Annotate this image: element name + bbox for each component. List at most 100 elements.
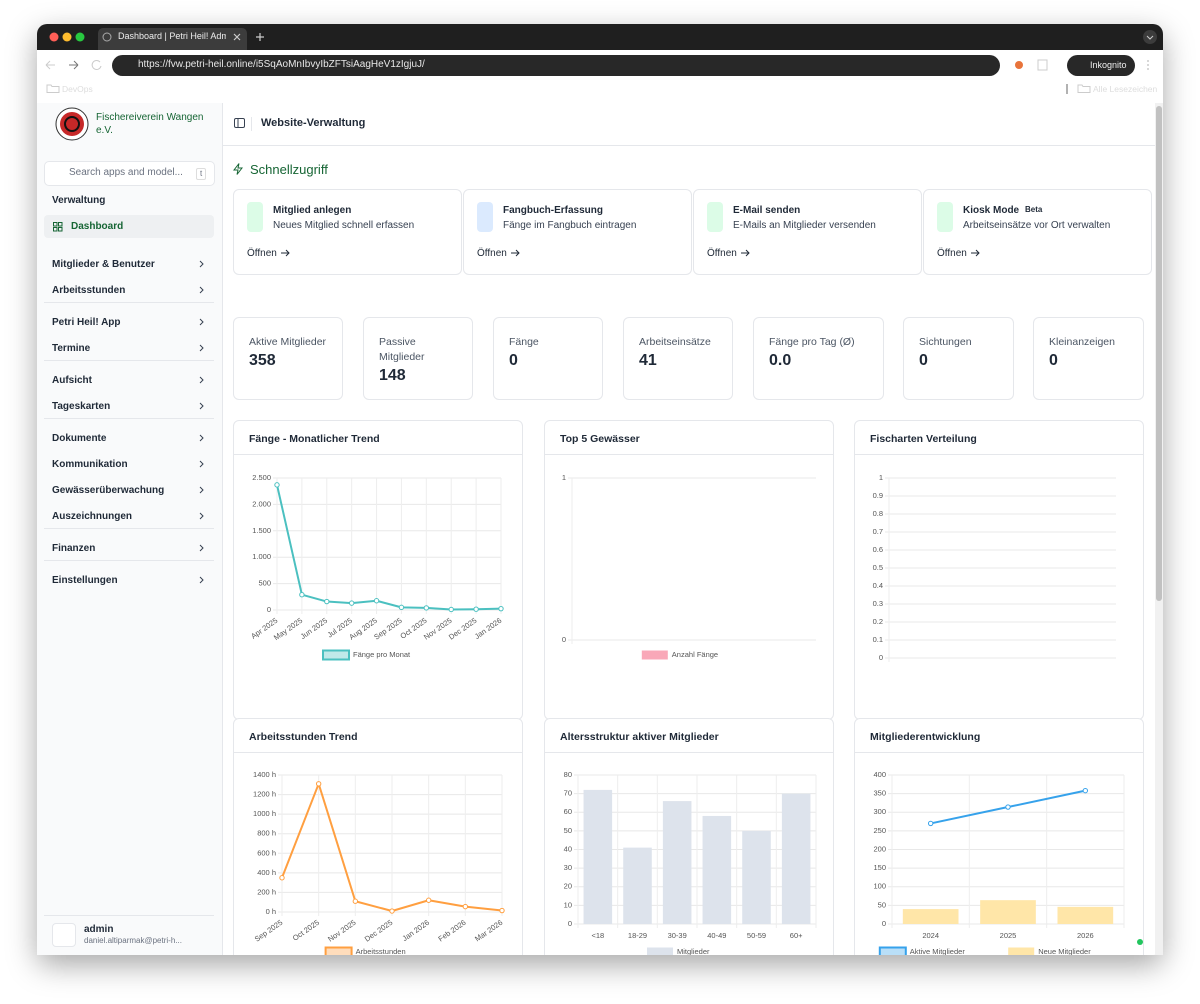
active-nav-item[interactable] xyxy=(44,215,214,238)
quick-card[interactable]: Kiosk Mode Beta Arbeitseinsätze vor Ort ve… xyxy=(923,189,1152,275)
quick-title: E-Mail senden xyxy=(733,205,801,216)
scroll-thumb xyxy=(1156,106,1162,601)
bar xyxy=(623,847,652,924)
stat-label: Aktive Mitglieder xyxy=(249,336,327,348)
x-tick-label: 2025 xyxy=(1000,931,1017,940)
legend-label: Aktive Mitglieder xyxy=(910,947,966,955)
nav-separator xyxy=(44,302,214,303)
quick-description: E-Mails an Mitglieder versenden xyxy=(733,220,876,231)
quick-card[interactable]: Mitglied anlegen Neues Mitglied schnell e… xyxy=(233,189,462,275)
chevron xyxy=(199,460,204,468)
incognito-pill[interactable] xyxy=(1067,55,1135,76)
nav-item[interactable]: Petri Heil! App xyxy=(44,311,214,333)
chart: 0 50 100 150 200 250 300 350 400 2024 2025 2026 Akti… xyxy=(873,770,1125,955)
chevron-path xyxy=(199,318,204,326)
stat-label: Kleinanzeigen xyxy=(1049,336,1115,348)
y-tick-label: 150 xyxy=(873,863,886,872)
quick-description: Neues Mitglied schnell erfassen xyxy=(273,220,415,231)
quick-icon xyxy=(247,202,263,232)
nav-item[interactable]: Kommunikation xyxy=(44,453,214,475)
chart: 0 h 200 h 400 h 600 h 800 h 1000 h 1200 h 1400 … xyxy=(253,770,505,955)
stat-value: 148 xyxy=(379,367,406,384)
point xyxy=(498,605,504,612)
chart: 0 10 20 30 40 50 60 70 80 <18 18-29 30-39 40-49 50-59… xyxy=(564,770,817,955)
nav-label: Auszeichnungen xyxy=(52,511,133,522)
stat-card: Aktive Mitglieder 358 xyxy=(233,317,343,400)
bolt-icon xyxy=(233,163,243,175)
bar xyxy=(902,909,959,924)
y-tick-label: 20 xyxy=(564,882,572,891)
y-tick-label: 100 xyxy=(873,882,886,891)
search-box[interactable] xyxy=(44,161,215,186)
stat-label: Sichtungen xyxy=(919,336,972,348)
url: https://fvw.petri-heil.online/i5SqAoMnIb… xyxy=(138,59,425,70)
quick-title: Kiosk Mode xyxy=(963,205,1020,216)
user-box[interactable] xyxy=(44,915,214,952)
card-divider xyxy=(545,454,833,455)
bookmark[interactable]: DevOps xyxy=(62,84,93,94)
arrow-path xyxy=(741,249,750,257)
x-tick-label: Dec 2025 xyxy=(447,616,478,642)
x-tick-label: Jun 2025 xyxy=(299,616,329,641)
nav-item[interactable]: Finanzen xyxy=(44,537,214,559)
x-tick-label: 2026 xyxy=(1077,931,1094,940)
quick-description: Fänge im Fangbuch eintragen xyxy=(503,220,637,231)
chevron xyxy=(199,576,204,584)
card-divider xyxy=(234,752,522,753)
x-tick-label: Oct 2025 xyxy=(291,918,321,943)
search-placeholder: Search apps and model... xyxy=(69,167,183,178)
nav-item[interactable]: Mitglieder & Benutzer xyxy=(44,253,214,275)
stat-value: 0 xyxy=(509,352,518,369)
x-tick-label: 30-39 xyxy=(668,931,687,940)
all-bookmarks[interactable]: Alle Lesezeichen xyxy=(1093,84,1158,94)
chevron-path xyxy=(199,376,204,384)
y-tick-label: 50 xyxy=(564,826,572,835)
x-tick-label: 18-29 xyxy=(628,931,647,940)
tab-title[interactable]: Dashboard | Petri Heil! Admin xyxy=(118,32,226,41)
x-tick-label: 50-59 xyxy=(747,931,766,940)
legend-swatch xyxy=(878,946,907,955)
section-heading: Schnellzugriff xyxy=(250,162,328,177)
nav-item[interactable]: Einstellungen xyxy=(44,569,214,591)
x-tick-label: Jan 2026 xyxy=(400,918,430,943)
nav-label: Termine xyxy=(52,343,91,354)
nav-item[interactable]: Tageskarten xyxy=(44,395,214,417)
quick-link[interactable]: Öffnen xyxy=(477,248,507,259)
point xyxy=(324,598,330,605)
nav-item[interactable]: Auszeichnungen xyxy=(44,505,214,527)
x-tick-label: Sep 2025 xyxy=(372,616,403,642)
y-tick-label: 0.4 xyxy=(873,581,883,590)
quick-link[interactable]: Öffnen xyxy=(937,248,967,259)
legend-swatch xyxy=(641,650,668,660)
chevron xyxy=(199,486,204,494)
sidebar: Fischereiverein Wangen e.V. Search apps … xyxy=(37,103,223,955)
y-tick-label: 350 xyxy=(873,789,886,798)
bar xyxy=(742,830,771,924)
x-tick-label: Sep 2025 xyxy=(253,918,284,944)
nav-item[interactable]: Arbeitsstunden xyxy=(44,279,214,301)
section-title: Verwaltung xyxy=(52,195,106,206)
chart-card: Top 5 Gewässer xyxy=(544,420,834,720)
quick-link[interactable]: Öffnen xyxy=(247,248,277,259)
nav-item[interactable]: Aufsicht xyxy=(44,369,214,391)
user-name: admin xyxy=(84,924,114,935)
sidebar-toggle[interactable] xyxy=(234,118,245,129)
page-title: Website-Verwaltung xyxy=(261,117,366,129)
url-field[interactable] xyxy=(112,55,1000,76)
nav-item[interactable]: Dokumente xyxy=(44,427,214,449)
chevron xyxy=(199,544,204,552)
quick-link[interactable]: Öffnen xyxy=(707,248,737,259)
nav-label: Arbeitsstunden xyxy=(52,285,126,296)
stat-card: Passive Mitglieder 148 xyxy=(363,317,473,400)
quick-card[interactable]: E-Mail senden E-Mails an Mitglieder verse… xyxy=(693,189,922,275)
chart: 0 0.1 0.2 0.3 0.4 0.5 0.6 0.7 0.8 0.9 1 xyxy=(873,473,1116,662)
nav-item[interactable]: Gewässerüberwachung xyxy=(44,479,214,501)
nav-item[interactable]: Termine xyxy=(44,337,214,359)
quick-card[interactable]: Fangbuch-Erfassung Fänge im Fangbuch eint… xyxy=(463,189,692,275)
chevron xyxy=(199,512,204,520)
arrow-path xyxy=(511,249,520,257)
legend-swatch xyxy=(322,649,350,661)
main-content: Website-Verwaltung Schnellzugriff Mitgli… xyxy=(223,103,1155,955)
